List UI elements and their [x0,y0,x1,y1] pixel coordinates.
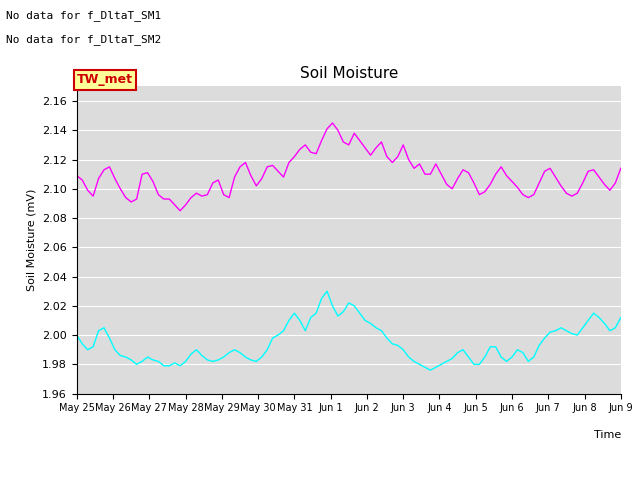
Y-axis label: Soil Moisture (mV): Soil Moisture (mV) [27,189,36,291]
Text: No data for f_DltaT_SM2: No data for f_DltaT_SM2 [6,34,162,45]
Text: TW_met: TW_met [77,73,133,86]
X-axis label: Time: Time [593,431,621,441]
Title: Soil Moisture: Soil Moisture [300,66,398,81]
Text: No data for f_DltaT_SM1: No data for f_DltaT_SM1 [6,10,162,21]
